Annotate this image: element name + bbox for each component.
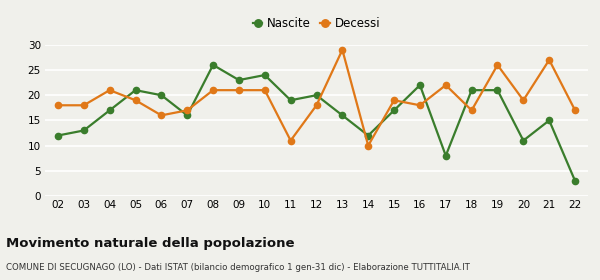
Nascite — [365, 134, 372, 137]
Nascite — [106, 109, 113, 112]
Nascite — [442, 154, 449, 157]
Decessi — [106, 88, 113, 92]
Nascite — [391, 109, 398, 112]
Nascite — [545, 119, 553, 122]
Decessi — [55, 104, 62, 107]
Nascite — [520, 139, 527, 142]
Decessi — [158, 114, 165, 117]
Decessi — [494, 63, 501, 67]
Decessi — [468, 109, 475, 112]
Nascite — [571, 179, 578, 183]
Nascite — [339, 114, 346, 117]
Nascite — [416, 83, 424, 87]
Nascite — [261, 73, 268, 77]
Nascite — [235, 78, 242, 82]
Decessi — [80, 104, 88, 107]
Nascite — [313, 94, 320, 97]
Nascite — [209, 63, 217, 67]
Decessi — [184, 109, 191, 112]
Nascite — [184, 114, 191, 117]
Decessi — [571, 109, 578, 112]
Decessi — [313, 104, 320, 107]
Line: Decessi: Decessi — [55, 47, 578, 149]
Nascite — [55, 134, 62, 137]
Decessi — [261, 88, 268, 92]
Decessi — [339, 48, 346, 52]
Decessi — [520, 99, 527, 102]
Nascite — [80, 129, 88, 132]
Nascite — [287, 99, 294, 102]
Decessi — [545, 58, 553, 62]
Nascite — [132, 88, 139, 92]
Legend: Nascite, Decessi: Nascite, Decessi — [253, 17, 380, 31]
Nascite — [468, 88, 475, 92]
Decessi — [235, 88, 242, 92]
Line: Nascite: Nascite — [55, 62, 578, 184]
Text: COMUNE DI SECUGNAGO (LO) - Dati ISTAT (bilancio demografico 1 gen-31 dic) - Elab: COMUNE DI SECUGNAGO (LO) - Dati ISTAT (b… — [6, 263, 470, 272]
Nascite — [494, 88, 501, 92]
Nascite — [158, 94, 165, 97]
Decessi — [391, 99, 398, 102]
Text: Movimento naturale della popolazione: Movimento naturale della popolazione — [6, 237, 295, 249]
Decessi — [416, 104, 424, 107]
Decessi — [287, 139, 294, 142]
Decessi — [132, 99, 139, 102]
Decessi — [365, 144, 372, 147]
Decessi — [442, 83, 449, 87]
Decessi — [209, 88, 217, 92]
